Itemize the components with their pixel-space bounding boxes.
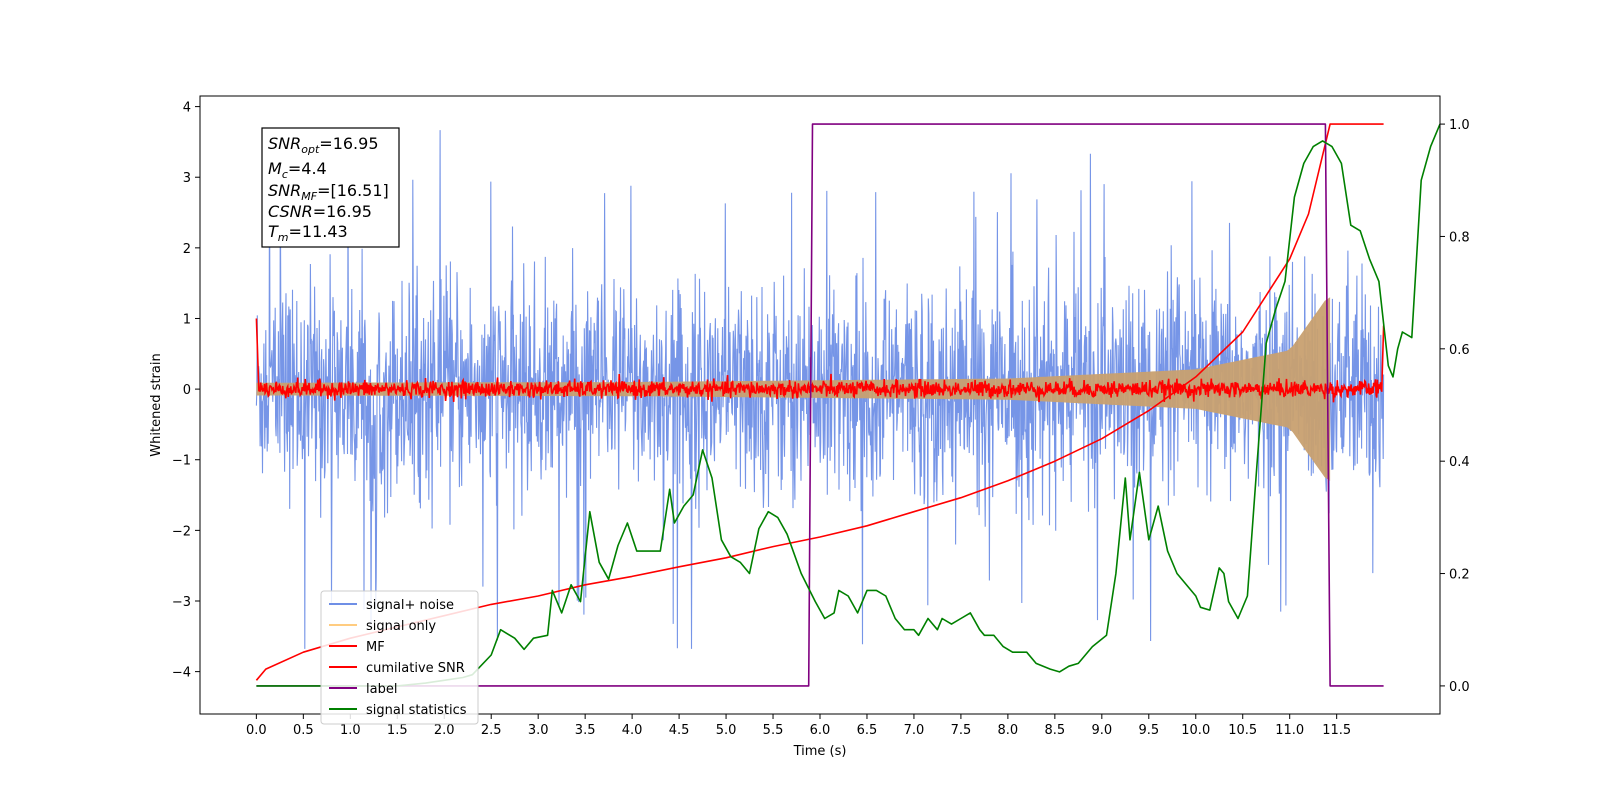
x-tick-label: 1.0 (340, 723, 361, 738)
x-tick-label: 7.0 (904, 723, 925, 738)
y2-tick-label: 0.8 (1449, 230, 1470, 245)
x-tick-label: 3.0 (528, 723, 549, 738)
legend-frame (320, 590, 479, 725)
x-tick-label: 3.5 (575, 723, 596, 738)
y2-tick-label: 0.2 (1449, 568, 1470, 583)
legend-label: MF (366, 640, 385, 655)
y-tick-label: −1 (172, 454, 191, 469)
info-chirp-mass: Mc=4.4 (268, 159, 327, 181)
info-box: SNRopt=16.95 Mc=4.4 SNRMF=[16.51] CSNR=1… (261, 127, 400, 248)
y2-tick-label: 0.0 (1449, 680, 1470, 695)
legend: signal+ noise signal only MF cumilative … (320, 590, 479, 725)
x-tick-label: 8.0 (998, 723, 1019, 738)
info-merger-time: Tm=11.43 (268, 222, 348, 244)
x-tick-label: 2.5 (481, 723, 502, 738)
legend-item: MF (329, 640, 385, 655)
legend-item: signal+ noise (329, 598, 454, 613)
mf-line (255, 318, 1385, 403)
series-label (256, 123, 1384, 687)
x-tick-label: 4.5 (669, 723, 690, 738)
y-tick-label: 1 (183, 312, 191, 327)
legend-label: signal only (366, 619, 436, 634)
info-snr-opt: SNRopt=16.95 (268, 134, 379, 156)
x-tick-label: 9.0 (1091, 723, 1112, 738)
series-mf (255, 318, 1385, 403)
legend-label: signal statistics (366, 703, 467, 718)
x-tick-label: 11.5 (1322, 723, 1351, 738)
x-tick-label: 6.0 (810, 723, 831, 738)
x-tick-label: 5.0 (716, 723, 737, 738)
y-tick-label: −2 (172, 524, 191, 539)
y2-tick-label: 0.6 (1449, 343, 1470, 358)
x-tick-label: 11.0 (1275, 723, 1304, 738)
legend-item: signal statistics (329, 703, 467, 718)
legend-label: cumilative SNR (366, 661, 465, 676)
y-tick-label: −3 (172, 595, 191, 610)
y2-tick-label: 0.4 (1449, 455, 1470, 470)
y-tick-label: 0 (183, 383, 191, 398)
x-tick-label: 1.5 (387, 723, 408, 738)
y-tick-label: 2 (183, 242, 191, 257)
legend-label: signal+ noise (366, 598, 454, 613)
legend-item: signal only (329, 619, 436, 634)
x-tick-label: 9.5 (1138, 723, 1159, 738)
x-tick-label: 4.0 (622, 723, 643, 738)
legend-label: label (366, 682, 397, 697)
y-tick-label: 3 (183, 171, 191, 186)
y-tick-label: −4 (172, 666, 191, 681)
info-snr-mf: SNRMF=[16.51] (268, 181, 389, 203)
info-csnr: CSNR=16.95 (268, 202, 372, 221)
y-axis-right: 1.0 0.8 0.6 0.4 0.2 0.0 (1440, 118, 1470, 695)
label-line (256, 123, 1384, 687)
x-tick-label: 0.5 (293, 723, 314, 738)
x-tick-label: 10.5 (1228, 723, 1257, 738)
y-tick-label: 4 (183, 101, 191, 116)
signal-plus-noise-line (255, 130, 1385, 649)
legend-item: label (329, 682, 397, 697)
series-signal-plus-noise (255, 130, 1385, 649)
x-tick-label: 7.5 (951, 723, 972, 738)
x-tick-label: 8.5 (1045, 723, 1066, 738)
x-tick-label: 2.0 (434, 723, 455, 738)
x-tick-label: 10.0 (1181, 723, 1210, 738)
x-tick-label: 0.0 (246, 723, 267, 738)
x-axis: 0.0 0.5 1.0 1.5 2.0 2.5 3.0 3.5 4.0 4.5 5.0 5.5 6.0 6… (246, 714, 1351, 738)
y-axis-label: Whitened strain (149, 353, 164, 456)
legend-item: cumilative SNR (329, 661, 465, 676)
y2-tick-label: 1.0 (1449, 118, 1470, 133)
y-axis-left: 4 3 2 1 0 −1 −2 −3 −4 (172, 101, 200, 681)
info-box-frame (261, 127, 400, 248)
x-axis-label: Time (s) (793, 744, 847, 759)
series-signal-statistics (256, 123, 1440, 687)
x-tick-label: 5.5 (763, 723, 784, 738)
signal-statistics-line (256, 123, 1440, 687)
x-tick-label: 6.5 (857, 723, 878, 738)
